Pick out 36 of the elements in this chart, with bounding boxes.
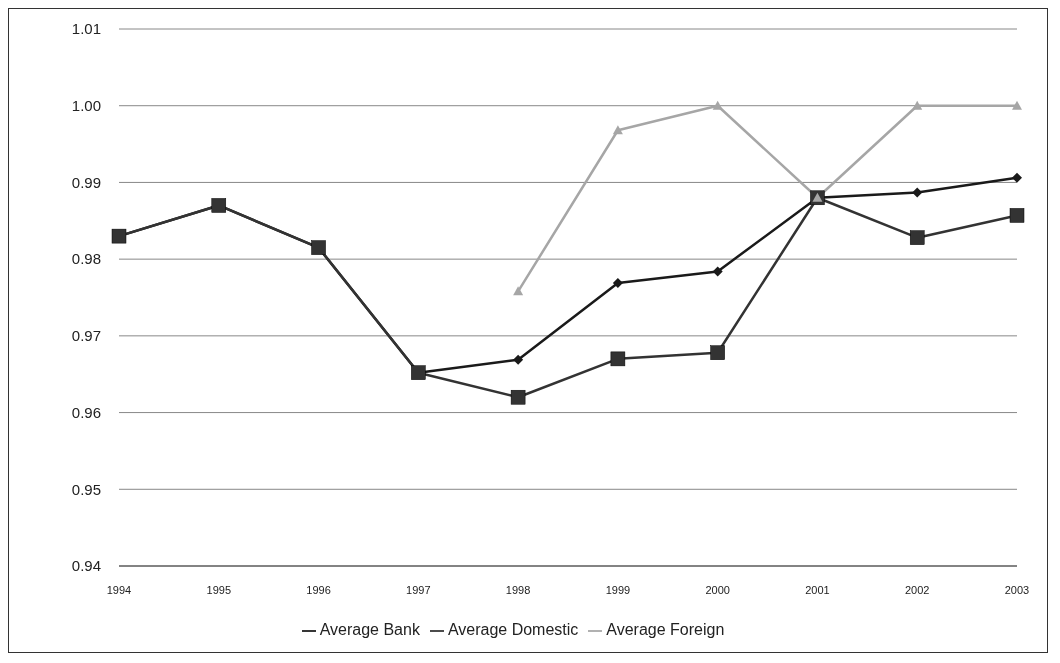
point — [909, 230, 925, 245]
y-tick-label: 0.96 — [71, 403, 101, 421]
legend-label: Average Domestic — [447, 621, 579, 638]
y-tick-label: 0.99 — [71, 173, 101, 191]
x-tick-label: 1999 — [605, 583, 631, 596]
x-tick-label: 1998 — [505, 583, 531, 596]
y-tick-label: 0.94 — [71, 557, 101, 575]
point — [912, 187, 923, 198]
x-tick-label: 1994 — [106, 583, 132, 596]
y-tick-label: 0.98 — [71, 250, 101, 268]
point — [513, 286, 524, 296]
point — [710, 345, 725, 360]
point — [1012, 172, 1022, 183]
legend-label: Average Foreign — [606, 621, 725, 638]
x-tick-label: 2001 — [805, 583, 830, 596]
x-tick-label: 1996 — [306, 583, 331, 596]
point — [712, 100, 723, 110]
x-tick-label: 1997 — [406, 583, 431, 596]
point — [912, 100, 923, 110]
point — [610, 351, 626, 367]
point — [712, 266, 723, 277]
point — [612, 277, 623, 288]
y-tick-label: 1.01 — [71, 20, 101, 38]
x-tick-label: 2002 — [904, 583, 930, 596]
y-tick-label: 1.00 — [71, 97, 101, 115]
y-tick-label: 0.97 — [71, 327, 101, 345]
point — [513, 354, 524, 365]
y-tick-label: 0.95 — [71, 480, 101, 498]
legend-label: Average Bank — [319, 621, 420, 638]
point — [1009, 208, 1025, 223]
point — [510, 389, 526, 405]
point — [612, 125, 623, 135]
x-tick-label: 2003 — [1004, 583, 1030, 596]
x-tick-label: 1995 — [206, 583, 232, 596]
x-tick-label: 2000 — [705, 583, 730, 596]
point — [1012, 100, 1022, 110]
